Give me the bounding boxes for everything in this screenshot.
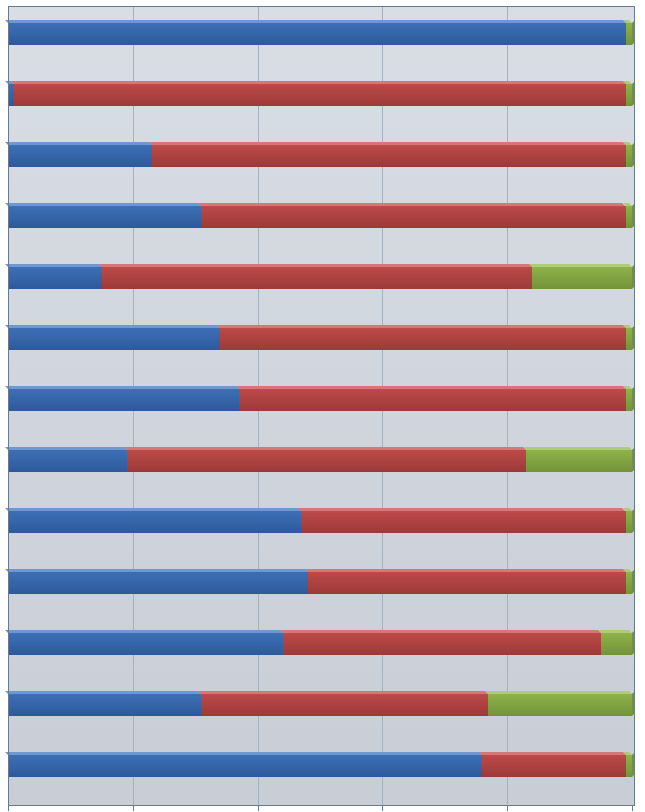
bar-segment-top [298, 508, 625, 511]
bar-segment-top [5, 20, 626, 23]
bar-segment-side [632, 447, 635, 472]
bar-segment-top [236, 386, 626, 389]
x-tick [632, 806, 633, 811]
bar-segment-top [5, 569, 308, 572]
bar-segment-top [5, 691, 201, 694]
bar-segment-side [632, 81, 635, 106]
bar-segment [283, 633, 601, 655]
bar-segment-top [5, 447, 127, 450]
x-tick [133, 806, 134, 811]
bar-segment-side [632, 203, 635, 228]
bar-segment [308, 572, 626, 594]
bar-segment [152, 145, 626, 167]
bar-segment-top [5, 264, 102, 267]
bar-segment [239, 389, 626, 411]
bar-segment [201, 206, 625, 228]
bar-segment [8, 694, 201, 716]
bar-segment [8, 633, 283, 655]
bar-segment [301, 511, 625, 533]
bar-segment-top [11, 81, 626, 84]
bar-segment-top [5, 386, 239, 389]
bar-segment-top [5, 630, 283, 633]
x-tick [507, 806, 508, 811]
bar-segment [8, 511, 301, 533]
bar-segment-side [632, 142, 635, 167]
bar-segment [8, 389, 239, 411]
bar-segment-side [632, 691, 635, 716]
bar-segment [526, 450, 632, 472]
bar-segment [532, 267, 632, 289]
bar-segment-side [632, 264, 635, 289]
bar-segment-top [5, 203, 201, 206]
bar-segment [8, 206, 201, 228]
bar-segment [8, 755, 482, 777]
bar-segment-top [5, 325, 220, 328]
bar-segment-top [305, 569, 626, 572]
bar-segment-top [124, 447, 526, 450]
bar-segment [8, 23, 626, 45]
bar-segment-top [198, 691, 488, 694]
bar-segment-side [632, 508, 635, 533]
bar-segment [220, 328, 626, 350]
bar-segment [8, 267, 102, 289]
bar-segment-top [529, 264, 632, 267]
bar-segment [488, 694, 632, 716]
bar-segment-top [5, 752, 482, 755]
bar-segment-top [5, 508, 301, 511]
bar-segment-top [198, 203, 625, 206]
plot-area [8, 6, 635, 806]
bar-segment [8, 450, 127, 472]
bar-segment-top [149, 142, 626, 145]
bar-segment-top [280, 630, 601, 633]
bar-segment [8, 328, 220, 350]
bar-segment-top [5, 142, 152, 145]
bar-segment-side [632, 325, 635, 350]
bar-segment-side [632, 630, 635, 655]
bar-segment [102, 267, 533, 289]
bar-segment-side [632, 20, 635, 45]
bar-segment-side [632, 569, 635, 594]
bar-segment-top [598, 630, 632, 633]
bar-segment-top [217, 325, 626, 328]
bar-segment [601, 633, 632, 655]
bar-segment-side [632, 386, 635, 411]
bar-segment [201, 694, 488, 716]
bar-segment-top [523, 447, 632, 450]
bar-segment [14, 84, 626, 106]
bar-segment-top [479, 752, 626, 755]
bar-segment-side [632, 752, 635, 777]
bar-segment [482, 755, 626, 777]
bar-segment [8, 145, 152, 167]
x-tick [258, 806, 259, 811]
x-tick [382, 806, 383, 811]
bar-segment [8, 572, 308, 594]
x-tick [8, 806, 9, 811]
bar-segment [127, 450, 526, 472]
bar-segment-top [485, 691, 632, 694]
bar-segment-top [99, 264, 533, 267]
